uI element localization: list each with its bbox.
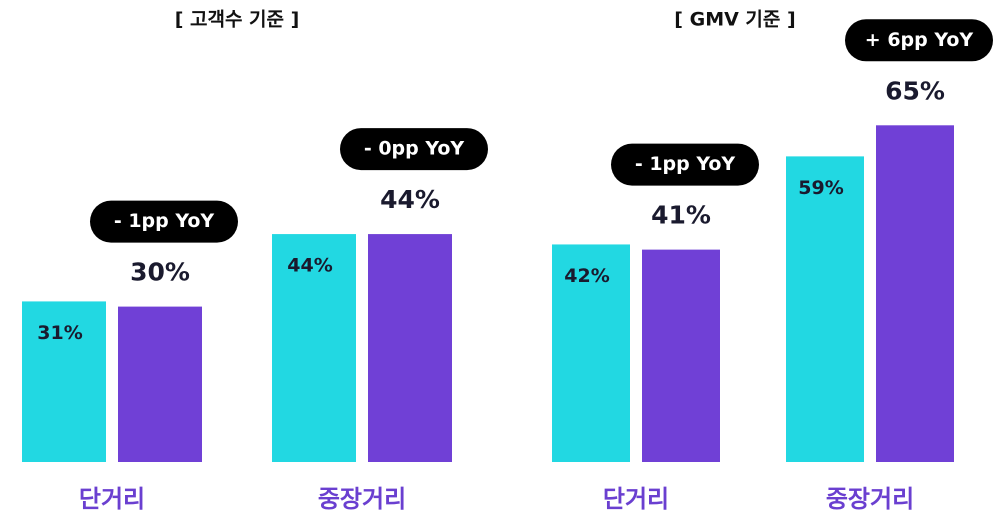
bar xyxy=(642,249,720,462)
category-label: 중장거리 xyxy=(826,485,914,513)
annotation-pill xyxy=(611,143,759,186)
category-label: 중장거리 xyxy=(318,485,406,513)
value-label: 30% xyxy=(130,258,190,287)
annotation: - 0pp YoY xyxy=(364,138,465,160)
value-label: 44% xyxy=(380,185,440,214)
value-label: 42% xyxy=(564,265,609,287)
annotation-pill xyxy=(90,200,238,243)
bar xyxy=(368,234,452,462)
category-label: 단거리 xyxy=(603,485,669,513)
annotation: - 1pp YoY xyxy=(114,210,215,232)
value-label: 59% xyxy=(798,177,843,199)
chart-title: [ GMV 기준 ] xyxy=(674,9,795,31)
category-label: 단거리 xyxy=(79,485,145,513)
bar xyxy=(22,301,106,462)
bar xyxy=(272,234,356,462)
bar xyxy=(876,125,954,463)
value-label: 44% xyxy=(287,255,332,277)
value-label: 65% xyxy=(885,76,945,105)
annotation: - 1pp YoY xyxy=(635,153,736,175)
value-label: 41% xyxy=(651,201,711,230)
bar xyxy=(118,306,202,462)
value-label: 31% xyxy=(37,322,82,344)
annotation: + 6pp YoY xyxy=(865,29,974,51)
annotation-pill xyxy=(340,128,488,171)
bar xyxy=(786,156,864,462)
bar xyxy=(552,244,630,462)
annotation-pill xyxy=(845,19,993,62)
chart-title: [ 고객수 기준 ] xyxy=(175,9,300,31)
